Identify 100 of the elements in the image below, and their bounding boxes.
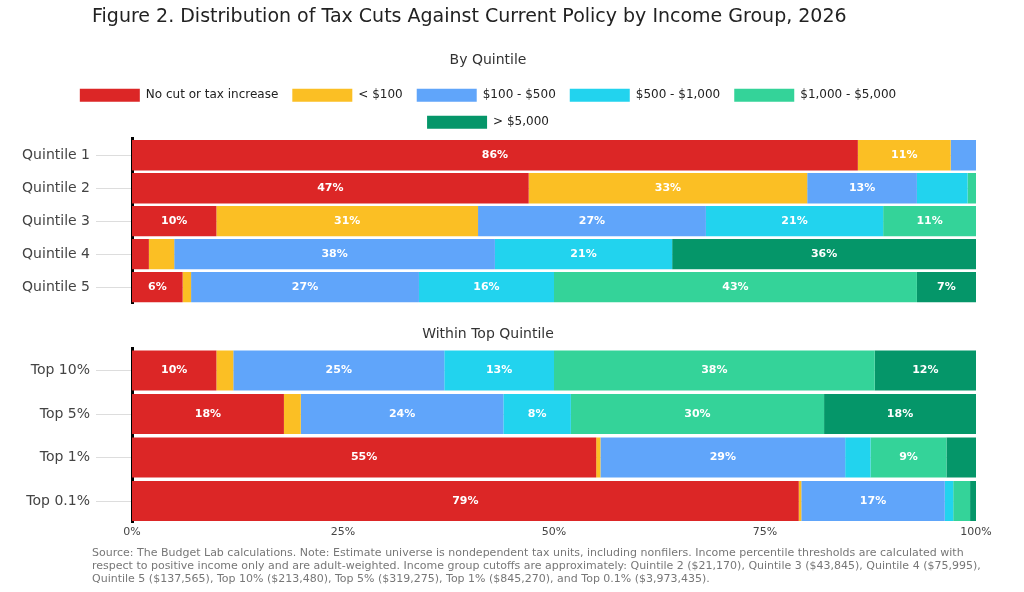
x-tick-label: 75%	[752, 525, 778, 539]
bar	[132, 394, 284, 435]
x-tick-label: 50%	[541, 525, 567, 539]
bar	[132, 350, 217, 391]
data-label: 79%	[452, 493, 479, 507]
bar	[801, 481, 945, 522]
data-label: 47%	[317, 181, 344, 195]
data-label: 55%	[350, 450, 378, 464]
data-label: 24%	[388, 406, 416, 420]
data-label: 31%	[334, 214, 361, 228]
bar	[300, 394, 504, 435]
data-label: 8%	[527, 406, 547, 420]
source-note: Source: The Budget Lab calculations. Note: Estimate universe is nondependent tax units, including nonfilers. Income percentile thresholds are calculated with respect to positive income only and are adult-weighted. Income group cutoffs are approximately: Quintile 2 ($21,170), Quintile 3 ($43,845), Quintile 4 ($75,995), Quintile 5 ($137,565), Top 10% ($213,480), Top 5% ($319,275), Top 1% ($845,270), and Top 0.1% ($3,973,435).	[92, 546, 982, 585]
data-label: 10%	[161, 363, 188, 377]
x-tick-label: 0%	[123, 525, 141, 539]
bar	[916, 271, 976, 303]
y-tick-label: Top 0.1%	[25, 491, 90, 508]
bar	[705, 206, 884, 237]
data-label: 21%	[781, 214, 808, 228]
y-tick-label: Quintile 5	[22, 277, 90, 294]
data-label: 33%	[654, 181, 682, 195]
data-label: 16%	[473, 279, 500, 293]
bar	[944, 481, 954, 522]
x-tick-label: 100%	[960, 525, 992, 539]
bar	[191, 271, 419, 303]
bar	[418, 271, 554, 303]
bar	[444, 350, 554, 391]
bar	[857, 140, 951, 171]
bar	[600, 437, 846, 478]
bar	[494, 239, 673, 270]
bar	[216, 206, 479, 237]
bar	[807, 173, 917, 204]
bar	[132, 206, 217, 237]
bar	[174, 239, 495, 270]
legend-label: $500 - $1,000	[635, 87, 721, 102]
bar	[216, 350, 234, 391]
y-tick-label: Quintile 2	[22, 178, 90, 195]
bar	[946, 437, 976, 478]
bar	[916, 173, 968, 204]
chart-subtitle: By Quintile	[449, 51, 527, 68]
bar	[874, 350, 976, 391]
bar	[953, 481, 971, 522]
bar	[233, 350, 445, 391]
legend-label: $1,000 - $5,000	[800, 87, 897, 102]
bar	[132, 239, 149, 270]
data-label: 6%	[147, 279, 167, 293]
bar	[570, 394, 825, 435]
data-label: 13%	[848, 181, 876, 195]
data-label: 21%	[570, 247, 597, 261]
y-tick-label: Top 1%	[38, 448, 90, 465]
bar	[870, 437, 947, 478]
data-label: 11%	[891, 148, 918, 162]
y-tick-label: Quintile 4	[22, 244, 91, 261]
y-tick-label: Quintile 3	[22, 211, 90, 228]
bar	[182, 271, 192, 303]
legend-label: < $100	[358, 87, 403, 102]
bar	[132, 481, 799, 522]
y-tick-label: Top 5%	[38, 404, 90, 421]
data-label: 38%	[321, 247, 348, 261]
bar	[503, 394, 571, 435]
bar	[554, 350, 875, 391]
data-label: 7%	[937, 279, 956, 293]
legend-label: > $5,000	[493, 114, 549, 129]
data-label: 86%	[481, 148, 509, 162]
bar	[950, 140, 976, 171]
data-label: 9%	[899, 450, 918, 464]
data-label: 17%	[859, 493, 887, 507]
data-label: 30%	[684, 406, 711, 420]
bar	[132, 437, 597, 478]
bar	[132, 140, 858, 171]
legend-label: $100 - $500	[482, 87, 556, 102]
bar	[845, 437, 871, 478]
data-label: 27%	[578, 214, 606, 228]
bar	[554, 271, 917, 303]
legend-label: No cut or tax increase	[145, 87, 279, 102]
bar	[672, 239, 976, 270]
bar	[132, 173, 529, 204]
data-label: 10%	[161, 214, 188, 228]
data-label: 27%	[291, 279, 319, 293]
y-tick-label: Quintile 1	[22, 145, 90, 162]
data-label: 25%	[325, 363, 352, 377]
data-label: 38%	[701, 363, 728, 377]
bar	[132, 271, 183, 303]
bar	[596, 437, 601, 478]
bar	[883, 206, 976, 237]
data-label: 11%	[916, 214, 943, 228]
bar	[148, 239, 175, 270]
data-label: 12%	[912, 363, 939, 377]
data-label: 43%	[722, 279, 749, 293]
chart-title: Figure 2. Distribution of Tax Cuts Against Current Policy by Income Group, 2026	[92, 4, 847, 26]
bar	[967, 173, 976, 204]
bar	[528, 173, 808, 204]
y-tick-label: Top 10%	[29, 361, 90, 378]
data-label: 13%	[485, 363, 513, 377]
x-tick-label: 25%	[330, 525, 356, 539]
data-label: 29%	[709, 450, 736, 464]
bar	[824, 394, 976, 435]
data-label: 18%	[194, 406, 222, 420]
bar	[478, 206, 706, 237]
chart-title: Within Top Quintile	[422, 325, 554, 342]
